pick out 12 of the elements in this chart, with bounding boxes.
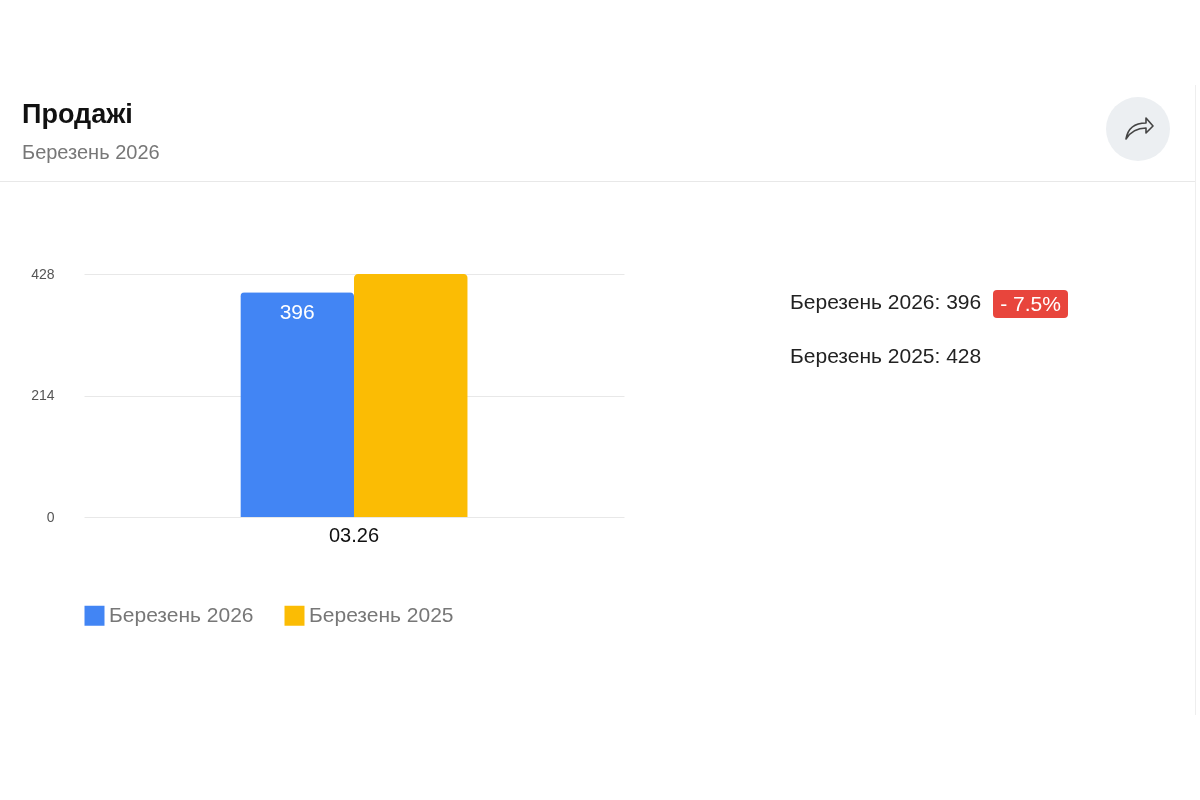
x-tick-label: 03.26 [328, 523, 380, 546]
text: Березень 2025: 428 [790, 344, 982, 368]
y-tick-label: 0 [46, 508, 55, 525]
legend-label: Березень 2026 [109, 602, 254, 626]
chart-title: Продажі [22, 99, 133, 130]
text: - 7.5% [993, 290, 1068, 318]
y-tick-label: 428 [31, 265, 55, 282]
text: Березень 2026: 396 [790, 290, 982, 314]
legend-label: Березень 2025 [309, 602, 454, 626]
data-label: 396 [279, 300, 315, 324]
y-tick-label: 214 [31, 387, 55, 403]
chart-subtitle: Березень 2026 [22, 141, 160, 164]
